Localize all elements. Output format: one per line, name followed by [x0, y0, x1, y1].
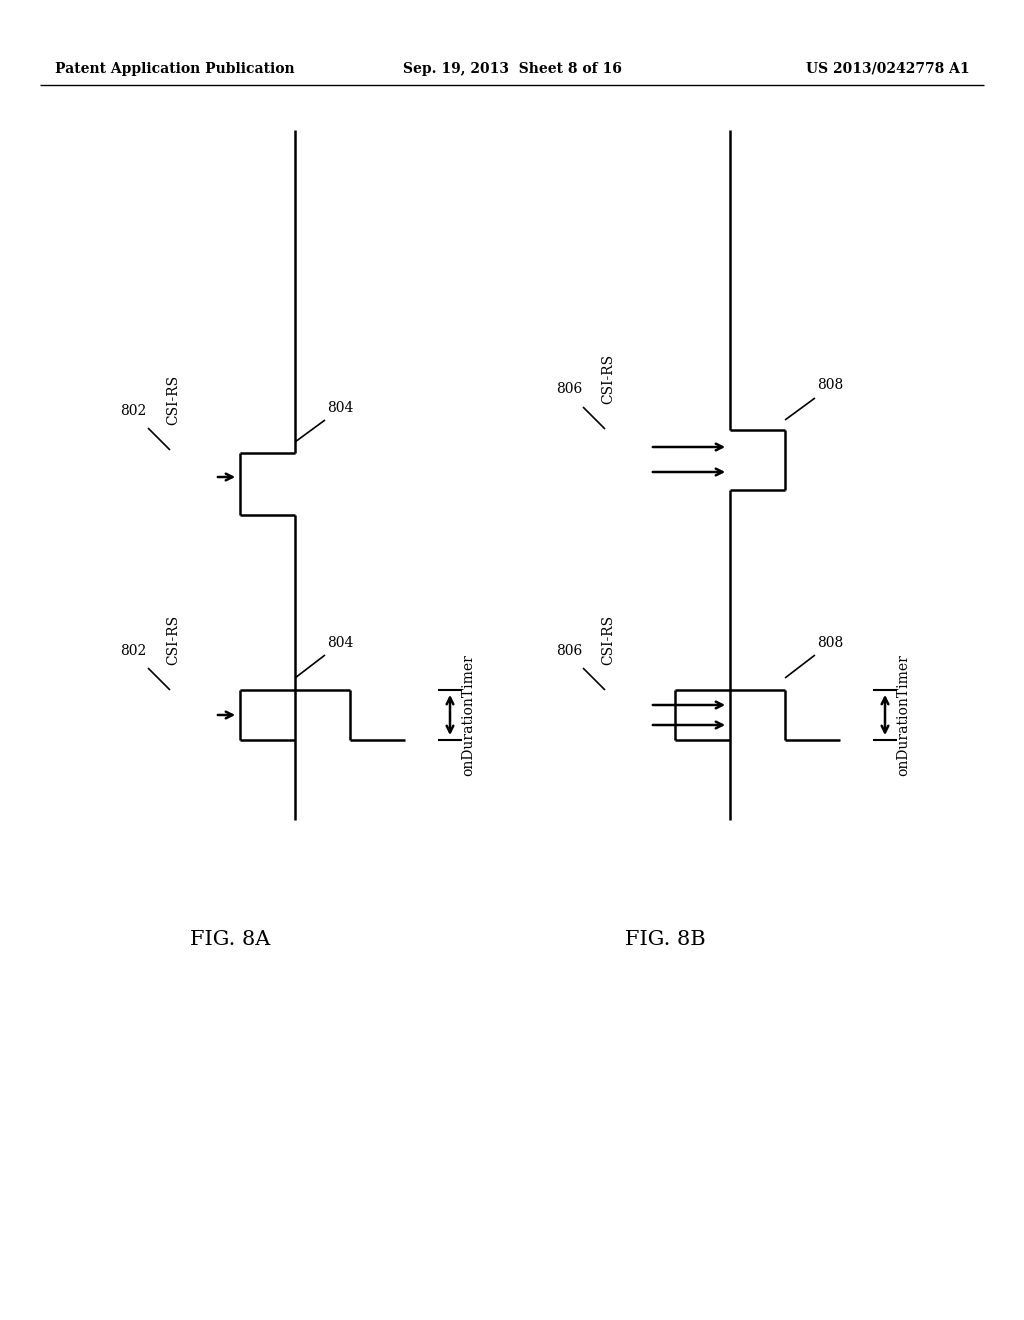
Text: 804: 804	[327, 401, 353, 414]
Text: 808: 808	[817, 636, 843, 649]
Text: CSI-RS: CSI-RS	[601, 615, 615, 665]
Text: onDurationTimer: onDurationTimer	[461, 655, 475, 776]
Text: Patent Application Publication: Patent Application Publication	[55, 62, 295, 77]
Text: Sep. 19, 2013  Sheet 8 of 16: Sep. 19, 2013 Sheet 8 of 16	[402, 62, 622, 77]
Text: CSI-RS: CSI-RS	[601, 354, 615, 404]
Text: 808: 808	[817, 378, 843, 392]
Text: 806: 806	[556, 644, 583, 657]
Text: onDurationTimer: onDurationTimer	[896, 655, 910, 776]
Text: 804: 804	[327, 636, 353, 649]
Text: 802: 802	[120, 644, 146, 657]
Text: CSI-RS: CSI-RS	[166, 375, 180, 425]
Text: 802: 802	[120, 404, 146, 418]
Text: CSI-RS: CSI-RS	[166, 615, 180, 665]
Text: FIG. 8A: FIG. 8A	[189, 931, 270, 949]
Text: US 2013/0242778 A1: US 2013/0242778 A1	[806, 62, 970, 77]
Text: 806: 806	[556, 381, 583, 396]
Text: FIG. 8B: FIG. 8B	[625, 931, 706, 949]
